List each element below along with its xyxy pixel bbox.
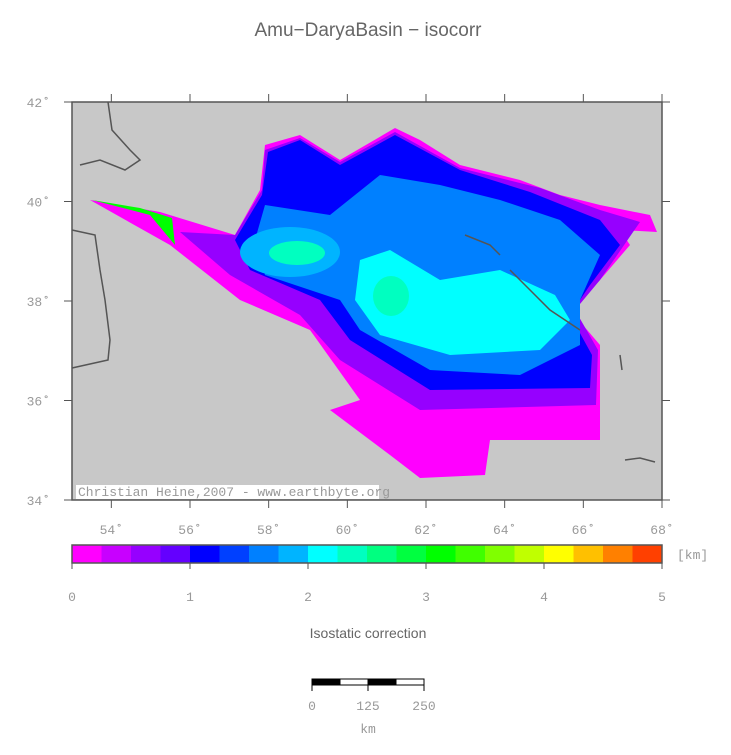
field (90, 128, 657, 478)
colorbar-swatch (485, 545, 515, 563)
colorbar-swatch (190, 545, 220, 563)
colorbar-swatch (514, 545, 545, 563)
y-tick-label: 36˚ (27, 395, 50, 410)
scale-tick-label: 125 (356, 699, 379, 714)
colorbar-swatch (308, 545, 338, 563)
x-tick-label: 68˚ (650, 523, 673, 538)
x-tick-label: 56˚ (178, 523, 201, 538)
colorbar-swatch (455, 545, 486, 563)
colorbar-tick-label: 5 (658, 590, 666, 605)
coastlines (71, 101, 656, 463)
x-tick-label: 64˚ (493, 523, 516, 538)
colorbar-swatch (101, 545, 132, 563)
scale-segment (367, 678, 397, 686)
y-tick-label: 42˚ (27, 96, 50, 111)
colorbar-tick-label: 4 (540, 590, 548, 605)
colorbar-swatch (131, 545, 161, 563)
colorbar-swatch (426, 545, 456, 563)
credit: Christian Heine,2007 - www.earthbyte.org (78, 485, 390, 500)
scale-tick-label: 0 (308, 699, 316, 714)
x-tick-label: 58˚ (257, 523, 280, 538)
colorbar-label: Isostatic correction (310, 625, 427, 641)
colorbar-swatch (160, 545, 191, 563)
colorbar-swatch (573, 545, 604, 563)
colorbar-swatch (219, 545, 250, 563)
colorbar-swatch (337, 545, 368, 563)
x-tick-label: 60˚ (336, 523, 359, 538)
colorbar-tick-label: 0 (68, 590, 76, 605)
x-tick-label: 54˚ (100, 523, 123, 538)
colorbar-swatch (367, 545, 397, 563)
colorbar-swatch (396, 545, 427, 563)
scale-unit: km (360, 722, 376, 737)
colorbar-swatch (632, 545, 663, 563)
colorbar-frame (71, 544, 663, 564)
colorbar-tick-label: 1 (186, 590, 194, 605)
x-tick-label: 62˚ (414, 523, 437, 538)
scale-tick-label: 250 (412, 699, 435, 714)
colorbar-tick-label: 3 (422, 590, 430, 605)
colorbar-swatch (603, 545, 633, 563)
y-tick-label: 34˚ (27, 494, 50, 509)
colorbar-swatch (278, 545, 309, 563)
scale-segment (339, 678, 369, 686)
y-tick-label: 40˚ (27, 196, 50, 211)
title: Amu−DaryaBasin − isocorr (254, 20, 482, 41)
colorbar-unit: [km] (677, 548, 708, 563)
scale-segment (311, 678, 341, 686)
scale-segment (395, 678, 425, 686)
colorbar-swatch (72, 545, 102, 563)
y-tick-label: 38˚ (27, 295, 50, 310)
colorbar-swatch (249, 545, 279, 563)
colorbar-tick-label: 2 (304, 590, 312, 605)
colorbar-swatch (544, 545, 574, 563)
x-tick-label: 66˚ (572, 523, 595, 538)
credit-box (76, 485, 379, 499)
